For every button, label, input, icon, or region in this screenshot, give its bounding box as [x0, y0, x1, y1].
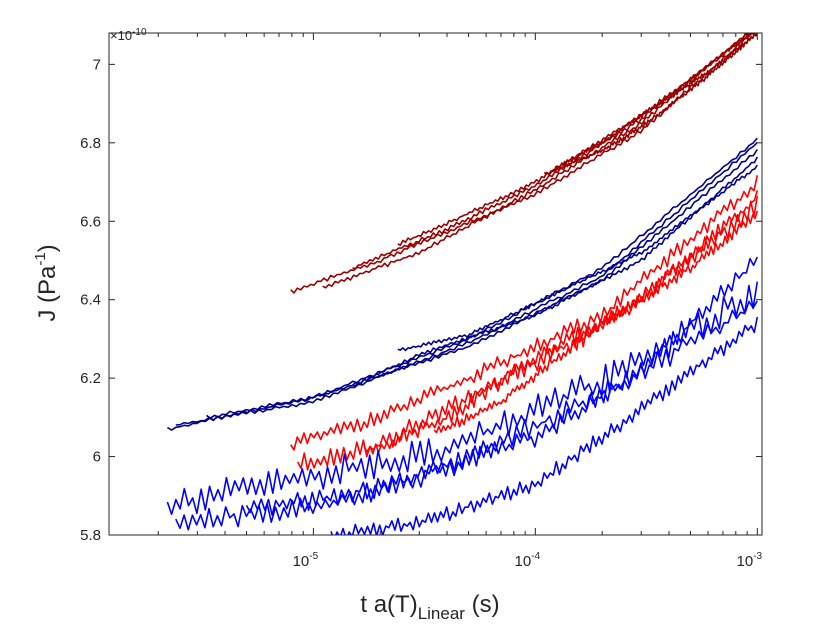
- x-tick-label-base: 10: [515, 553, 532, 570]
- series-line-red-1: [290, 175, 759, 451]
- y-tick-label: 6.2: [80, 370, 101, 387]
- y-axis-title-tail: ): [34, 244, 61, 252]
- y-tick-label: 6.6: [80, 213, 101, 230]
- x-tick-label: 10-5: [293, 551, 319, 570]
- series-line-dark-red-5: [543, 33, 758, 176]
- x-axis-title: t a(T)Linear (s): [360, 591, 499, 623]
- series-line-blue-3: [245, 256, 759, 516]
- plot-frame: [108, 32, 763, 536]
- y-tick-label: 5.8: [80, 527, 101, 544]
- series-line-navy-2: [175, 142, 758, 426]
- y-tick-label: 6.8: [80, 135, 101, 152]
- x-axis-title-sub: Linear: [418, 604, 466, 623]
- x-tick-label: 10-4: [515, 551, 541, 570]
- x-tick-label-exp: -5: [309, 551, 318, 562]
- series-line-dark-red-6: [552, 33, 759, 173]
- y-tick-label: 6.4: [80, 292, 101, 309]
- y-multiplier-exp: -10: [132, 27, 147, 38]
- x-tick-label-exp: -3: [753, 551, 762, 562]
- x-axis-title-tail: (s): [465, 591, 500, 618]
- y-tick-label: 6: [93, 449, 101, 466]
- series-line-red-4: [433, 210, 759, 434]
- y-axis-title: J (Pa-1): [32, 244, 61, 321]
- series-line-red-3: [363, 190, 759, 455]
- series-line-navy-3: [206, 149, 758, 420]
- y-axis-title-main: J (Pa: [34, 265, 61, 322]
- y-axis-title-sup: -1: [32, 252, 49, 265]
- x-tick-label-base: 10: [737, 553, 754, 570]
- y-multiplier: ×10-10: [110, 27, 147, 43]
- series-line-blue-4: [330, 316, 759, 535]
- y-tick-label: 7: [93, 56, 101, 73]
- y-multiplier-base: ×10: [110, 28, 132, 43]
- series-line-navy-5: [397, 164, 758, 352]
- x-tick-label-exp: -4: [531, 551, 540, 562]
- series-layer: [166, 33, 759, 535]
- series-line-navy-1: [166, 137, 758, 431]
- series-line-dark-red-4: [397, 33, 752, 247]
- x-tick-label: 10-3: [737, 551, 763, 570]
- x-tick-label-base: 10: [293, 553, 310, 570]
- series-line-blue-2: [175, 300, 758, 531]
- series-line-navy-4: [352, 156, 759, 387]
- x-axis-title-main: t a(T): [360, 591, 417, 618]
